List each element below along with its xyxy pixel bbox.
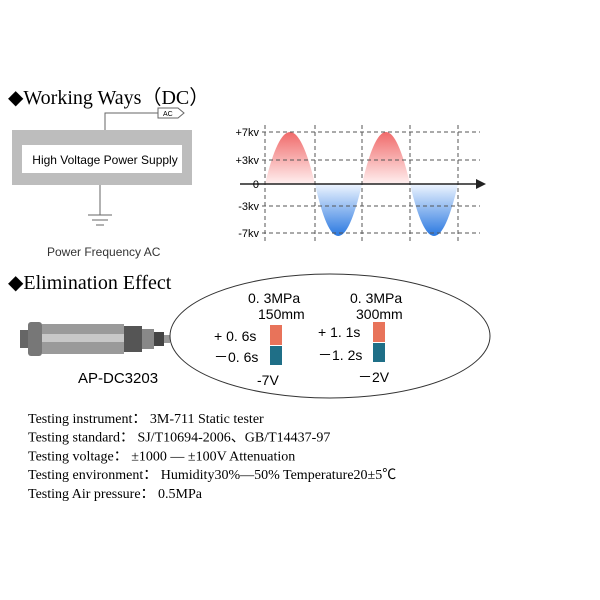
negative-swatch xyxy=(373,343,385,362)
wave-label: +7kv xyxy=(235,127,259,139)
ac-tag xyxy=(157,107,185,119)
wave-label: 0 xyxy=(253,179,259,191)
testing-line: Testing Air pressure： 0.5MPa xyxy=(28,487,203,502)
positive-time: + 1. 1s xyxy=(318,324,360,340)
distance: 150mm xyxy=(258,306,305,322)
testing-line: Testing voltage： ±1000 — ±100V Attenuati… xyxy=(28,449,295,464)
distance: 300mm xyxy=(356,306,403,322)
negative-swatch xyxy=(270,346,282,365)
pressure: 0. 3MPa xyxy=(350,290,402,306)
voltage: -7V xyxy=(257,372,279,388)
axis-arrow xyxy=(476,179,486,189)
ac-label: AC xyxy=(163,111,173,118)
voltage: －2V xyxy=(358,369,390,385)
result-ellipse xyxy=(169,273,491,399)
section-title: ◆Working Ways（DC） xyxy=(8,86,209,109)
wave-label: -7kv xyxy=(238,228,259,240)
positive-wave xyxy=(265,132,410,184)
supply-inner xyxy=(22,145,182,173)
negative-wave xyxy=(315,184,458,236)
positive-time: + 0. 6s xyxy=(214,328,256,344)
wave-label: +3kv xyxy=(235,155,259,167)
ground-label: Power Frequency AC xyxy=(47,245,161,259)
negative-time: －1. 2s xyxy=(318,347,362,363)
wire xyxy=(104,112,158,130)
testing-line: Testing standard： SJ/T10694-2006、GB/T144… xyxy=(28,431,330,446)
supply-label: High Voltage Power Supply xyxy=(32,153,177,167)
section-title: ◆Elimination Effect xyxy=(8,272,172,294)
pressure: 0. 3MPa xyxy=(248,290,300,306)
testing-line: Testing instrument： 3M-711 Static tester xyxy=(28,412,264,427)
positive-swatch xyxy=(270,325,282,345)
device xyxy=(20,322,170,356)
positive-swatch xyxy=(373,322,385,342)
negative-time: －0. 6s xyxy=(214,349,258,365)
testing-line: Testing environment： Humidity30%—50% Tem… xyxy=(28,468,396,483)
wave-label: -3kv xyxy=(238,201,259,213)
device-label: AP-DC3203 xyxy=(78,370,158,387)
